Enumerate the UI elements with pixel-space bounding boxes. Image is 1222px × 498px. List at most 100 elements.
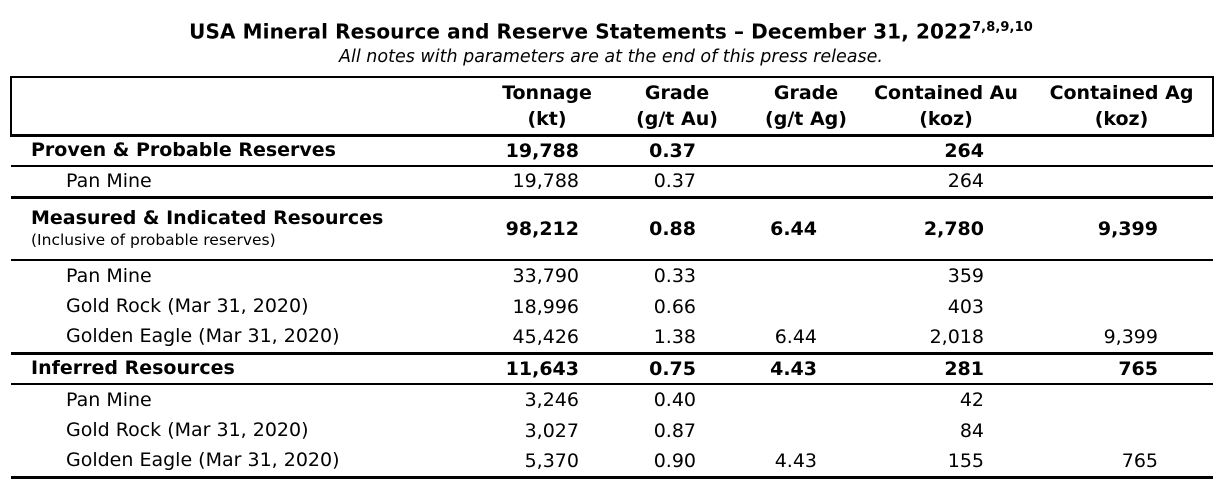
cell-grade-au: 0.88 bbox=[649, 217, 696, 240]
table-row: Gold Rock (Mar 31, 2020) 18,996 0.66 403 bbox=[11, 291, 1213, 322]
cell-grade-au: 0.87 bbox=[653, 419, 696, 442]
header-line1: Grade bbox=[644, 81, 710, 104]
cell-contained-au: 84 bbox=[959, 419, 984, 442]
cell-row-label: Golden Eagle (Mar 31, 2020) bbox=[11, 322, 491, 353]
mineral-resource-table: Tonnage (kt) Grade (g/t Au) Grade (g/t A… bbox=[10, 75, 1214, 479]
cell-row-label: Pan Mine bbox=[11, 166, 491, 197]
cell-contained-au: 2,780 bbox=[923, 217, 984, 240]
row-label: Pan Mine bbox=[66, 169, 152, 192]
header-line1: Grade bbox=[773, 81, 839, 104]
cell-contained-ag bbox=[1031, 135, 1213, 166]
cell-row-label: Gold Rock (Mar 31, 2020) bbox=[11, 291, 491, 322]
cell-grade-ag bbox=[751, 166, 861, 197]
cell-grade-ag bbox=[751, 291, 861, 322]
cell-row-label: Pan Mine bbox=[11, 260, 491, 291]
cell-grade-ag bbox=[751, 260, 861, 291]
row-label: Proven & Probable Reserves bbox=[31, 139, 336, 162]
header-cell-tonnage: Tonnage (kt) bbox=[491, 75, 603, 137]
header-line1: Contained Au bbox=[874, 81, 1018, 104]
cell-row-label: Golden Eagle (Mar 31, 2020) bbox=[11, 446, 491, 477]
row-label: Inferred Resources bbox=[31, 357, 235, 380]
header-line2: (g/t Ag) bbox=[765, 107, 847, 130]
cell-tonnage: 5,370 bbox=[524, 449, 579, 472]
cell-grade-au: 0.75 bbox=[649, 357, 696, 380]
header-cell-grade-au: Grade (g/t Au) bbox=[603, 75, 751, 137]
row-sublabel: (Inclusive of probable reserves) bbox=[31, 231, 276, 250]
cell-contained-ag: 765 bbox=[1121, 449, 1158, 472]
cell-tonnage: 33,790 bbox=[512, 265, 579, 288]
header-line1: Tonnage bbox=[502, 81, 592, 104]
cell-grade-au: 0.33 bbox=[653, 265, 696, 288]
cell-contained-ag: 9,399 bbox=[1103, 325, 1158, 348]
cell-contained-au: 281 bbox=[944, 357, 984, 380]
cell-tonnage: 18,996 bbox=[512, 295, 579, 318]
cell-contained-ag bbox=[1031, 384, 1213, 415]
cell-grade-au: 0.40 bbox=[653, 389, 696, 412]
cell-grade-au: 1.38 bbox=[653, 325, 696, 348]
row-label: Gold Rock (Mar 31, 2020) bbox=[66, 295, 309, 318]
table-row: Pan Mine 33,790 0.33 359 bbox=[11, 260, 1213, 291]
header-line2: (koz) bbox=[919, 107, 973, 130]
cell-contained-au: 264 bbox=[944, 139, 984, 162]
cell-tonnage: 19,788 bbox=[512, 170, 579, 193]
header-line2: (koz) bbox=[1094, 107, 1149, 130]
table-body: Proven & Probable Reserves 19,788 0.37 264 P… bbox=[11, 135, 1213, 478]
cell-contained-au: 264 bbox=[947, 170, 984, 193]
cell-tonnage: 45,426 bbox=[512, 325, 579, 348]
cell-grade-ag: 4.43 bbox=[770, 357, 817, 380]
table-row: Inferred Resources 11,643 0.75 4.43 281 765 bbox=[11, 353, 1213, 385]
title-block: USA Mineral Resource and Reserve Stateme… bbox=[0, 0, 1222, 69]
header-cell-contained-au: Contained Au (koz) bbox=[861, 75, 1031, 137]
cell-grade-ag: 6.44 bbox=[770, 217, 817, 240]
header-cell-grade-ag: Grade (g/t Ag) bbox=[751, 75, 861, 137]
row-label: Measured & Indicated Resources bbox=[31, 207, 384, 230]
header-line1: Contained Ag bbox=[1049, 81, 1194, 104]
cell-contained-au: 2,018 bbox=[929, 325, 984, 348]
table-row: Measured & Indicated Resources (Inclusive… bbox=[11, 197, 1213, 261]
page-title: USA Mineral Resource and Reserve Stateme… bbox=[0, 15, 1222, 45]
cell-contained-ag bbox=[1031, 166, 1213, 197]
cell-tonnage: 98,212 bbox=[505, 217, 579, 240]
cell-contained-ag: 9,399 bbox=[1097, 217, 1158, 240]
table-header: Tonnage (kt) Grade (g/t Au) Grade (g/t A… bbox=[10, 75, 1214, 137]
cell-tonnage: 3,027 bbox=[524, 419, 579, 442]
cell-grade-au: 0.37 bbox=[649, 139, 696, 162]
cell-grade-ag: 4.43 bbox=[774, 449, 817, 472]
page-title-text: USA Mineral Resource and Reserve Stateme… bbox=[189, 19, 973, 44]
row-label: Golden Eagle (Mar 31, 2020) bbox=[66, 449, 340, 472]
cell-row-label: Pan Mine bbox=[11, 384, 491, 415]
table-row: Proven & Probable Reserves 19,788 0.37 264 bbox=[11, 135, 1213, 167]
row-label: Gold Rock (Mar 31, 2020) bbox=[66, 419, 309, 442]
cell-row-label: Proven & Probable Reserves bbox=[11, 135, 491, 166]
cell-contained-ag bbox=[1031, 260, 1213, 291]
cell-grade-ag bbox=[751, 135, 861, 166]
cell-row-label: Measured & Indicated Resources (Inclusive… bbox=[11, 197, 491, 260]
table-row: Golden Eagle (Mar 31, 2020) 45,426 1.38 6.4… bbox=[11, 322, 1213, 354]
header-line2: (kt) bbox=[527, 107, 567, 130]
table-header-row: Tonnage (kt) Grade (g/t Au) Grade (g/t A… bbox=[10, 75, 1214, 137]
cell-tonnage: 11,643 bbox=[505, 357, 579, 380]
row-label: Pan Mine bbox=[66, 264, 152, 287]
cell-contained-au: 42 bbox=[959, 389, 984, 412]
cell-tonnage: 19,788 bbox=[505, 139, 579, 162]
cell-tonnage: 3,246 bbox=[524, 389, 579, 412]
cell-grade-au: 0.90 bbox=[653, 449, 696, 472]
table-row: Golden Eagle (Mar 31, 2020) 5,370 0.90 4.43… bbox=[11, 446, 1213, 478]
header-line2: (g/t Au) bbox=[636, 107, 718, 130]
header-cell-contained-ag: Contained Ag (koz) bbox=[1031, 75, 1214, 137]
cell-grade-au: 0.66 bbox=[653, 295, 696, 318]
table-row: Pan Mine 3,246 0.40 42 bbox=[11, 384, 1213, 415]
cell-grade-ag bbox=[751, 415, 861, 446]
cell-contained-au: 359 bbox=[947, 265, 984, 288]
cell-contained-ag bbox=[1031, 291, 1213, 322]
table-row: Pan Mine 19,788 0.37 264 bbox=[11, 166, 1213, 198]
cell-contained-au: 155 bbox=[947, 449, 984, 472]
page-subtitle: All notes with parameters are at the end… bbox=[339, 46, 883, 67]
cell-contained-au: 403 bbox=[947, 295, 984, 318]
cell-contained-ag: 765 bbox=[1118, 357, 1158, 380]
cell-grade-au: 0.37 bbox=[653, 170, 696, 193]
row-label: Golden Eagle (Mar 31, 2020) bbox=[66, 325, 340, 348]
cell-row-label: Gold Rock (Mar 31, 2020) bbox=[11, 415, 491, 446]
cell-contained-ag bbox=[1031, 415, 1213, 446]
